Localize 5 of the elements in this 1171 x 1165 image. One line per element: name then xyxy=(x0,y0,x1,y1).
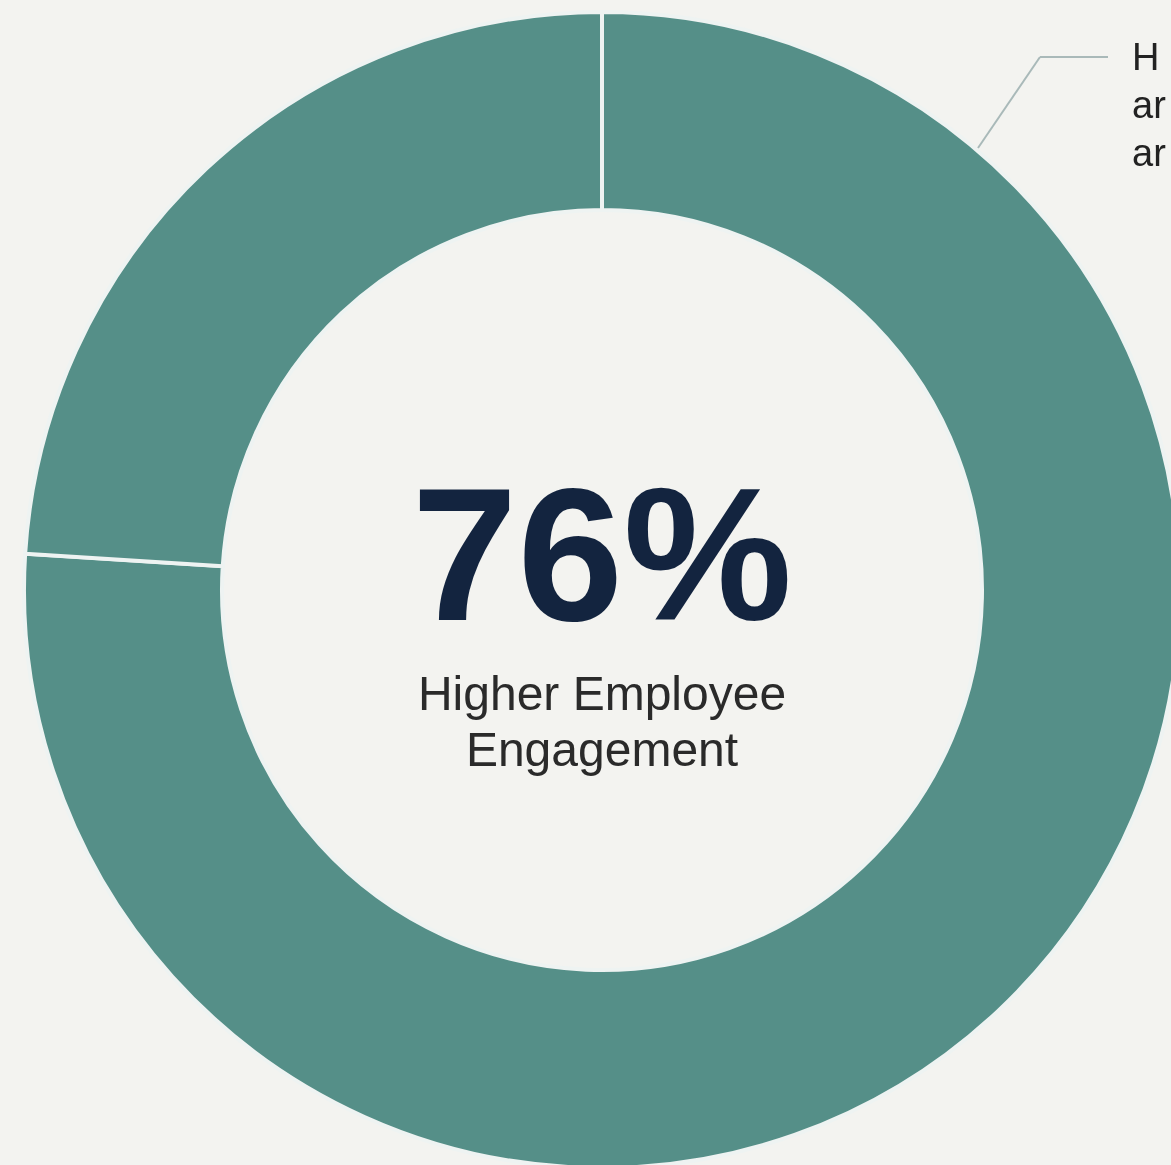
data-label: 76% xyxy=(411,448,793,660)
text: ar xyxy=(1132,84,1167,126)
text: H xyxy=(1132,36,1160,78)
text: Higher Employee Engagement xyxy=(417,667,787,776)
text: ar xyxy=(1132,132,1167,174)
